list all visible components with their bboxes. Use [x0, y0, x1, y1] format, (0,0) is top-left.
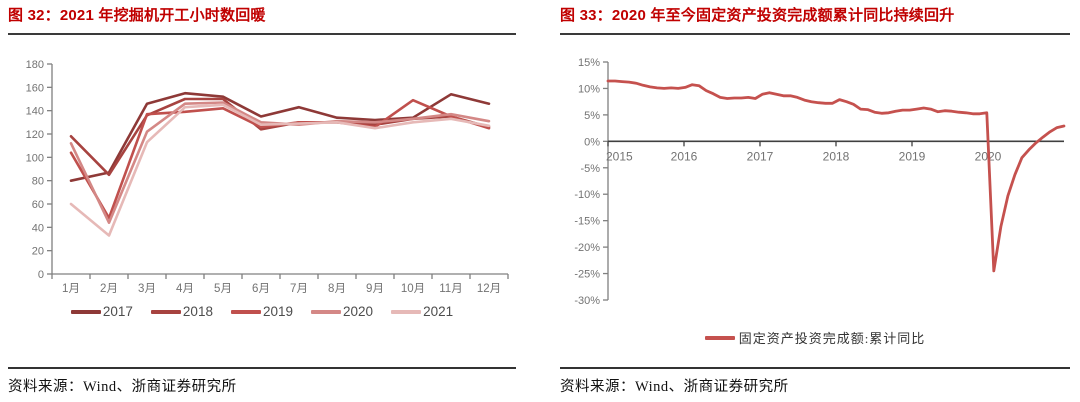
- svg-text:2017: 2017: [747, 149, 774, 163]
- excavator-hours-chart: 0 20 40 60 80 100 120 140 160 180 1月 2月 3月 4月 5月 6月 7月 8月…: [26, 59, 509, 295]
- title-divider: [560, 33, 1070, 35]
- legend-item-2020: 2020: [311, 304, 373, 319]
- legend-label: 固定资产投资完成额:累计同比: [738, 331, 926, 346]
- fai-yoy-chart: 15% 10% 5% 0% -5% -10% -15% -20% -25% -30% 2015 201…: [574, 57, 1066, 307]
- legend-line-swatch: [704, 335, 735, 340]
- footer-divider: [8, 367, 516, 369]
- svg-text:-10%: -10%: [574, 189, 600, 201]
- figure-33-footer: 资料来源：Wind、浙商证券研究所: [560, 367, 1070, 396]
- y-axis: 0 20 40 60 80 100 120 140 160 180: [26, 59, 53, 281]
- svg-text:40: 40: [32, 222, 44, 234]
- y-axis: 15% 10% 5% 0% -5% -10% -15% -20% -25% -30%: [574, 57, 609, 307]
- svg-text:60: 60: [32, 199, 44, 211]
- footer-divider: [560, 367, 1070, 369]
- svg-text:80: 80: [32, 176, 44, 188]
- legend-line-swatch: [150, 309, 181, 314]
- svg-text:8月: 8月: [328, 283, 346, 295]
- svg-text:12月: 12月: [477, 283, 501, 295]
- svg-text:20: 20: [32, 246, 44, 258]
- legend-line-swatch: [311, 309, 342, 314]
- series-2021: [69, 103, 491, 237]
- svg-text:15%: 15%: [578, 57, 600, 69]
- svg-text:6月: 6月: [252, 283, 270, 295]
- svg-text:2018: 2018: [823, 149, 850, 163]
- source-note: 资料来源：Wind、浙商证券研究所: [8, 379, 237, 395]
- legend-item-2021: 2021: [391, 304, 453, 319]
- legend-label: 2020: [343, 304, 374, 319]
- svg-text:-30%: -30%: [574, 295, 600, 307]
- figure-32-footer: 资料来源：Wind、浙商证券研究所: [8, 367, 516, 396]
- svg-text:-25%: -25%: [574, 269, 600, 281]
- svg-text:11月: 11月: [439, 283, 462, 295]
- svg-text:10%: 10%: [578, 83, 600, 95]
- legend-line-swatch: [70, 309, 101, 314]
- svg-text:-5%: -5%: [580, 163, 600, 175]
- svg-text:2019: 2019: [899, 149, 926, 163]
- legend-label: 2017: [102, 304, 133, 319]
- svg-text:180: 180: [26, 59, 44, 71]
- svg-text:-20%: -20%: [574, 242, 600, 254]
- legend-item-fai: 固定资产投资完成额:累计同比: [704, 328, 926, 347]
- figure-32-panel: 图 32：2021 年挖掘机开工小时数回暖 0 20 40 60 80 100 120 140…: [8, 6, 516, 398]
- legend-item-2019: 2019: [230, 304, 294, 319]
- svg-text:7月: 7月: [290, 283, 308, 295]
- legend-line-swatch: [230, 309, 261, 314]
- x-axis: 2015 2016 2017 2018 2019 2020: [606, 141, 1002, 163]
- svg-text:0%: 0%: [584, 136, 600, 148]
- legend-line-swatch: [391, 309, 422, 314]
- svg-text:5%: 5%: [584, 110, 600, 122]
- series-fai-yoy: [606, 79, 1066, 273]
- title-divider: [8, 33, 516, 35]
- source-note: 资料来源：Wind、浙商证券研究所: [560, 379, 789, 395]
- figure-32-title: 图 32：2021 年挖掘机开工小时数回暖: [8, 7, 266, 24]
- chart-legend: 固定资产投资完成额:累计同比: [560, 328, 1070, 347]
- svg-text:3月: 3月: [138, 283, 156, 295]
- svg-text:2016: 2016: [671, 149, 698, 163]
- figure-33-title: 图 33：2020 年至今固定资产投资完成额累计同比持续回升: [560, 7, 955, 24]
- legend-item-2017: 2017: [70, 304, 133, 319]
- svg-text:140: 140: [26, 106, 44, 118]
- legend-item-2018: 2018: [150, 304, 213, 319]
- svg-text:2015: 2015: [606, 149, 633, 163]
- svg-text:120: 120: [26, 129, 44, 141]
- svg-text:2月: 2月: [100, 283, 118, 295]
- figure-33-panel: 图 33：2020 年至今固定资产投资完成额累计同比持续回升 15% 10% 5% 0…: [560, 6, 1070, 398]
- svg-text:100: 100: [26, 152, 44, 164]
- x-axis: 1月 2月 3月 4月 5月 6月 7月 8月 9月 10月 11月 12月: [51, 273, 509, 295]
- svg-text:1月: 1月: [62, 283, 80, 295]
- svg-text:160: 160: [26, 82, 44, 94]
- svg-text:-15%: -15%: [574, 216, 600, 228]
- series-2017: [69, 91, 491, 182]
- svg-text:9月: 9月: [366, 283, 384, 295]
- legend-label: 2019: [262, 304, 294, 319]
- svg-text:4月: 4月: [176, 283, 194, 295]
- svg-text:10月: 10月: [401, 283, 425, 295]
- legend-label: 2018: [182, 304, 213, 319]
- svg-text:5月: 5月: [214, 283, 232, 295]
- legend-label: 2021: [423, 304, 454, 319]
- svg-text:0: 0: [38, 269, 44, 281]
- chart-legend: 2017 2018 2019 2020 2021: [8, 304, 516, 319]
